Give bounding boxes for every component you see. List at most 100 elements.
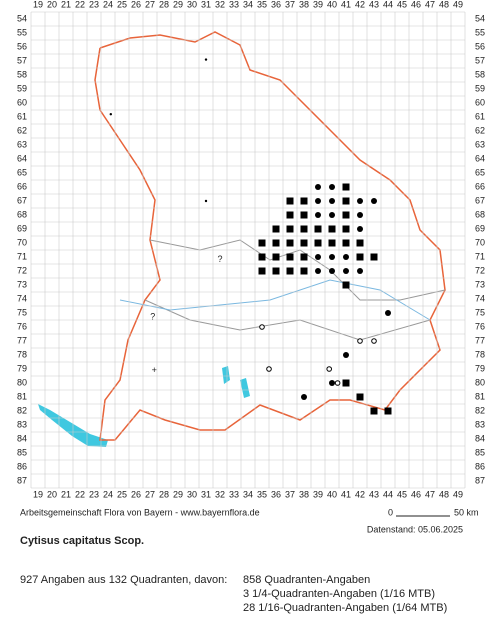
square-marker xyxy=(328,225,336,233)
row-label: 66 xyxy=(17,181,27,191)
square-marker xyxy=(342,239,350,247)
scale-end: 50 km xyxy=(454,507,479,517)
column-label: 21 xyxy=(61,489,71,499)
row-label: 61 xyxy=(475,111,485,121)
row-label: 66 xyxy=(475,181,485,191)
row-label: 65 xyxy=(17,167,27,177)
row-label: 83 xyxy=(475,419,485,429)
column-label: 43 xyxy=(369,489,379,499)
square-marker xyxy=(272,267,280,275)
square-marker xyxy=(258,267,266,275)
row-label: 61 xyxy=(17,111,27,121)
square-marker xyxy=(272,225,280,233)
lake xyxy=(222,366,230,384)
row-label: 62 xyxy=(17,125,27,135)
square-marker xyxy=(300,211,308,219)
square-marker xyxy=(286,239,294,247)
row-label: 79 xyxy=(475,363,485,373)
scale-start: 0 xyxy=(388,507,393,517)
column-label: 49 xyxy=(453,489,463,499)
open-marker xyxy=(357,338,363,344)
column-label: 26 xyxy=(131,0,141,9)
column-label: 22 xyxy=(75,0,85,9)
dot-marker xyxy=(385,310,391,316)
dot-marker xyxy=(329,184,335,190)
row-label: 73 xyxy=(475,279,485,289)
row-label: 73 xyxy=(17,279,27,289)
row-label: 54 xyxy=(475,13,485,23)
row-label: 63 xyxy=(475,139,485,149)
column-label: 48 xyxy=(439,489,449,499)
column-label: 35 xyxy=(257,0,267,9)
stats-line: 858 Quadranten-Angaben xyxy=(243,574,370,586)
dot-marker xyxy=(301,394,307,400)
column-label: 21 xyxy=(61,0,71,9)
column-label: 28 xyxy=(159,489,169,499)
row-label: 75 xyxy=(17,307,27,317)
dot-marker xyxy=(357,198,363,204)
row-label: 65 xyxy=(475,167,485,177)
square-marker xyxy=(370,253,378,261)
symbol-marker: + xyxy=(152,365,157,375)
dot-marker xyxy=(329,212,335,218)
row-label: 67 xyxy=(475,195,485,205)
row-label: 78 xyxy=(17,349,27,359)
square-marker xyxy=(272,239,280,247)
open-marker xyxy=(259,324,265,330)
column-label: 25 xyxy=(117,489,127,499)
date: Datenstand: 05.06.2025 xyxy=(367,524,463,534)
column-label: 29 xyxy=(173,489,183,499)
square-marker xyxy=(342,197,350,205)
row-label: 55 xyxy=(17,27,27,37)
dot-marker xyxy=(315,198,321,204)
row-label: 74 xyxy=(475,293,485,303)
column-label: 30 xyxy=(187,489,197,499)
square-marker xyxy=(286,267,294,275)
row-label: 77 xyxy=(17,335,27,345)
column-label: 29 xyxy=(173,0,183,9)
row-label: 81 xyxy=(17,391,27,401)
column-label: 37 xyxy=(285,489,295,499)
row-label: 68 xyxy=(475,209,485,219)
square-marker xyxy=(384,407,392,415)
column-label: 37 xyxy=(285,0,295,9)
column-label: 43 xyxy=(369,0,379,9)
column-label: 33 xyxy=(229,489,239,499)
column-label: 35 xyxy=(257,489,267,499)
square-marker xyxy=(328,239,336,247)
square-marker xyxy=(286,253,294,261)
square-marker xyxy=(300,267,308,275)
district-border xyxy=(144,299,431,341)
column-label: 40 xyxy=(327,489,337,499)
row-label: 58 xyxy=(17,69,27,79)
row-label: 77 xyxy=(475,335,485,345)
dot-marker xyxy=(329,268,335,274)
column-label: 32 xyxy=(215,489,225,499)
row-label: 87 xyxy=(475,475,485,485)
row-label: 72 xyxy=(475,265,485,275)
row-label: 59 xyxy=(17,83,27,93)
dot-marker xyxy=(315,268,321,274)
square-marker xyxy=(356,253,364,261)
row-label: 62 xyxy=(475,125,485,135)
column-label: 38 xyxy=(299,0,309,9)
row-label: 64 xyxy=(17,153,27,163)
row-label: 85 xyxy=(17,447,27,457)
dot-marker xyxy=(329,254,335,260)
border xyxy=(94,31,446,441)
square-marker xyxy=(286,197,294,205)
row-label: 70 xyxy=(17,237,27,247)
stats-line: 28 1/16-Quadranten-Angaben (1/64 MTB) xyxy=(243,602,447,614)
small-marker xyxy=(204,58,208,61)
column-label: 24 xyxy=(103,489,113,499)
column-label: 41 xyxy=(341,489,351,499)
dot-marker xyxy=(343,254,349,260)
row-label: 83 xyxy=(17,419,27,429)
row-label: 72 xyxy=(17,265,27,275)
dot-marker xyxy=(357,268,363,274)
row-label: 80 xyxy=(17,377,27,387)
row-label: 55 xyxy=(475,27,485,37)
dot-marker xyxy=(343,212,349,218)
row-label: 84 xyxy=(17,433,27,443)
